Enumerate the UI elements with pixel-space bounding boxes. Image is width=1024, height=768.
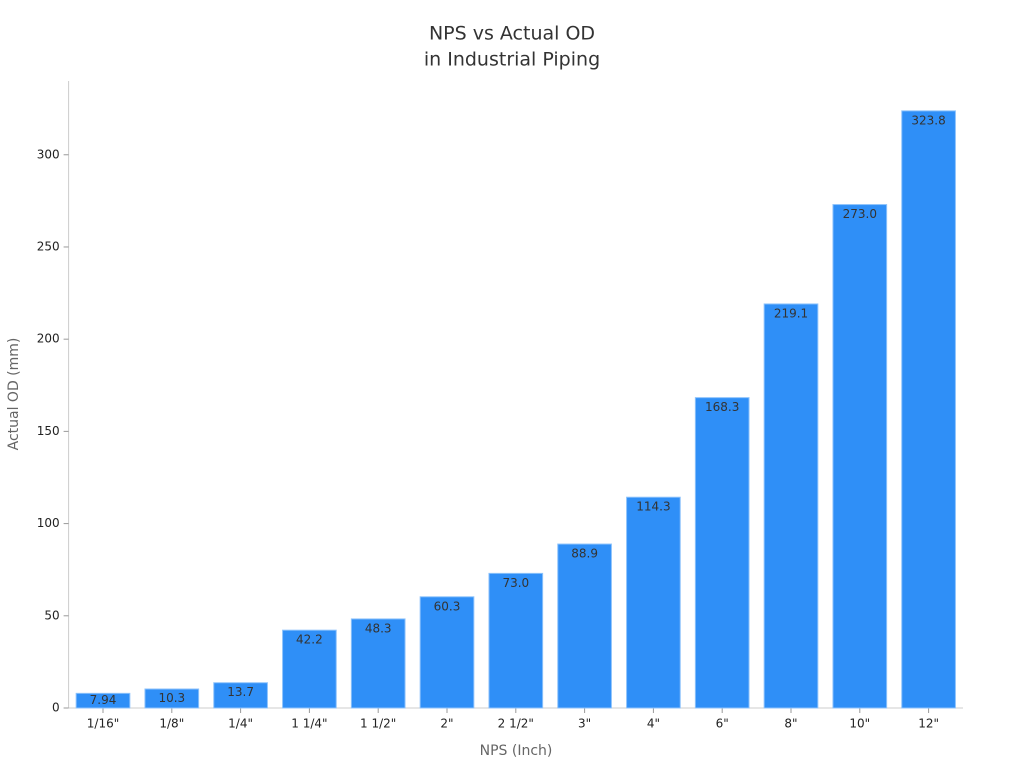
bar xyxy=(626,496,681,709)
x-tick-label: 1 1/4" xyxy=(291,717,327,731)
value-label: 48.3 xyxy=(365,621,392,635)
bar xyxy=(763,303,819,709)
value-label: 273.0 xyxy=(843,207,877,221)
value-label: 323.8 xyxy=(911,113,945,127)
x-tick-label: 4" xyxy=(647,717,660,731)
bar xyxy=(75,692,131,709)
x-tick-label: 6" xyxy=(716,717,729,731)
bar xyxy=(144,688,200,709)
value-label: 168.3 xyxy=(705,400,739,414)
bar xyxy=(282,629,337,709)
value-label: 219.1 xyxy=(774,306,808,320)
y-tick-label: 0 xyxy=(52,701,60,715)
bar xyxy=(901,110,956,709)
x-tick-label: 10" xyxy=(849,717,870,731)
x-tick-label: 2" xyxy=(440,717,453,731)
value-label: 73.0 xyxy=(502,576,529,590)
value-label: 60.3 xyxy=(434,599,461,613)
x-tick-label: 8" xyxy=(784,717,797,731)
value-label: 114.3 xyxy=(636,500,670,514)
x-tick-label: 12" xyxy=(918,717,939,731)
x-tick-label: 3" xyxy=(578,717,591,731)
value-label: 10.3 xyxy=(158,691,185,705)
chart-title: NPS vs Actual OD xyxy=(429,23,595,45)
x-tick-label: 1/8" xyxy=(159,717,184,731)
value-label: 42.2 xyxy=(296,633,323,647)
bar xyxy=(419,596,475,709)
bar xyxy=(213,682,268,709)
value-label: 13.7 xyxy=(227,685,254,699)
y-tick-label: 250 xyxy=(37,239,60,253)
y-tick-label: 150 xyxy=(37,424,60,438)
x-tick-label: 2 1/2" xyxy=(498,717,534,731)
value-label: 7.94 xyxy=(90,693,117,707)
bar xyxy=(350,618,406,709)
x-axis-title: NPS (Inch) xyxy=(480,743,553,759)
y-axis-title: Actual OD (mm) xyxy=(6,338,22,451)
y-tick-label: 300 xyxy=(37,147,60,161)
x-tick-label: 1 1/2" xyxy=(360,717,396,731)
bar xyxy=(694,397,750,709)
value-label: 88.9 xyxy=(571,547,598,561)
x-tick-label: 1/4" xyxy=(228,717,253,731)
bar xyxy=(488,572,544,709)
bar xyxy=(557,543,612,709)
y-tick-label: 200 xyxy=(37,332,60,346)
x-tick-label: 1/16" xyxy=(87,717,119,731)
y-tick-label: 50 xyxy=(44,608,59,622)
bar xyxy=(832,204,888,709)
chart-title: in Industrial Piping xyxy=(424,49,600,71)
y-tick-label: 100 xyxy=(37,516,60,530)
